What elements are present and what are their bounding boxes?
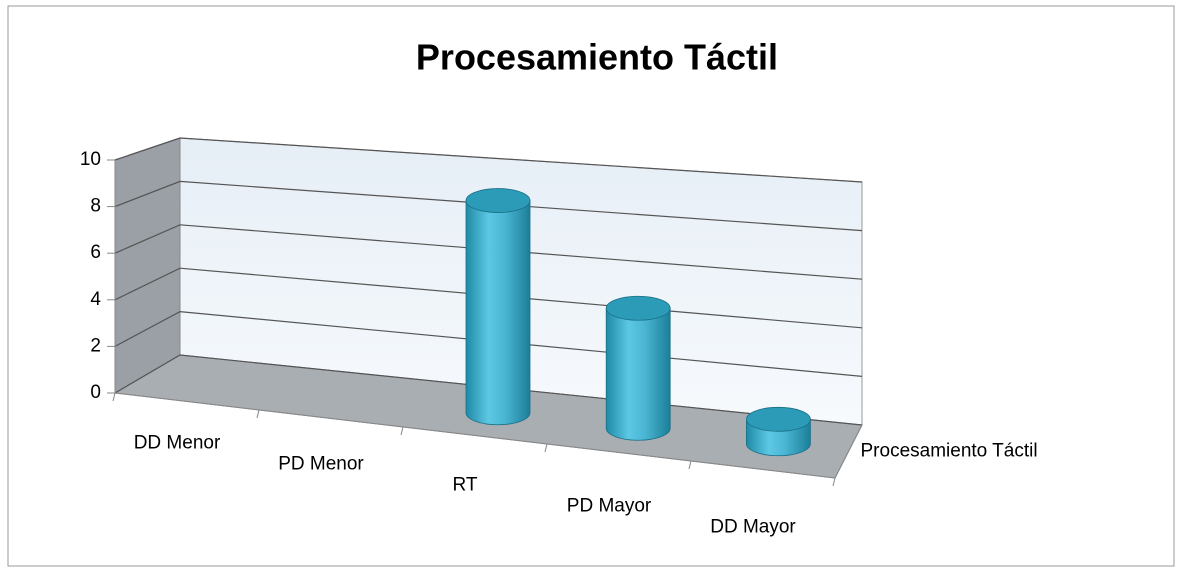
x-axis bbox=[114, 392, 836, 479]
depth-axis bbox=[834, 424, 863, 479]
bar-body bbox=[465, 200, 531, 426]
x-tick bbox=[400, 426, 404, 436]
chart-title: Procesamiento Táctil bbox=[416, 37, 778, 78]
x-tick bbox=[256, 409, 260, 419]
bar bbox=[465, 188, 531, 426]
grid-line bbox=[114, 224, 863, 280]
x-tick bbox=[832, 477, 836, 487]
y-tick-label: 6 bbox=[90, 242, 101, 263]
grid-line bbox=[114, 137, 863, 183]
x-tick-label: PD Menor bbox=[278, 454, 364, 475]
x-tick bbox=[544, 443, 548, 453]
bar-top bbox=[605, 295, 671, 321]
x-tick-label: DD Mayor bbox=[710, 517, 796, 538]
y-tick-label: 10 bbox=[80, 149, 101, 170]
x-tick bbox=[688, 460, 692, 470]
y-tick-label: 2 bbox=[90, 335, 101, 356]
bar-top bbox=[746, 406, 811, 432]
x-tick bbox=[112, 392, 116, 402]
side-wall bbox=[114, 137, 181, 394]
x-tick-label: DD Menor bbox=[134, 433, 221, 454]
grid-line bbox=[114, 180, 863, 232]
bar-body bbox=[605, 307, 671, 441]
series-label: Procesamiento Táctil bbox=[861, 441, 1038, 462]
bar bbox=[746, 406, 811, 457]
bar-top bbox=[465, 188, 531, 213]
bar bbox=[605, 295, 671, 441]
y-tick-label: 4 bbox=[90, 289, 101, 310]
x-tick-label: RT bbox=[453, 475, 478, 496]
y-tick-label: 0 bbox=[90, 382, 101, 403]
x-tick-label: PD Mayor bbox=[567, 496, 652, 517]
y-tick-label: 8 bbox=[90, 196, 101, 217]
